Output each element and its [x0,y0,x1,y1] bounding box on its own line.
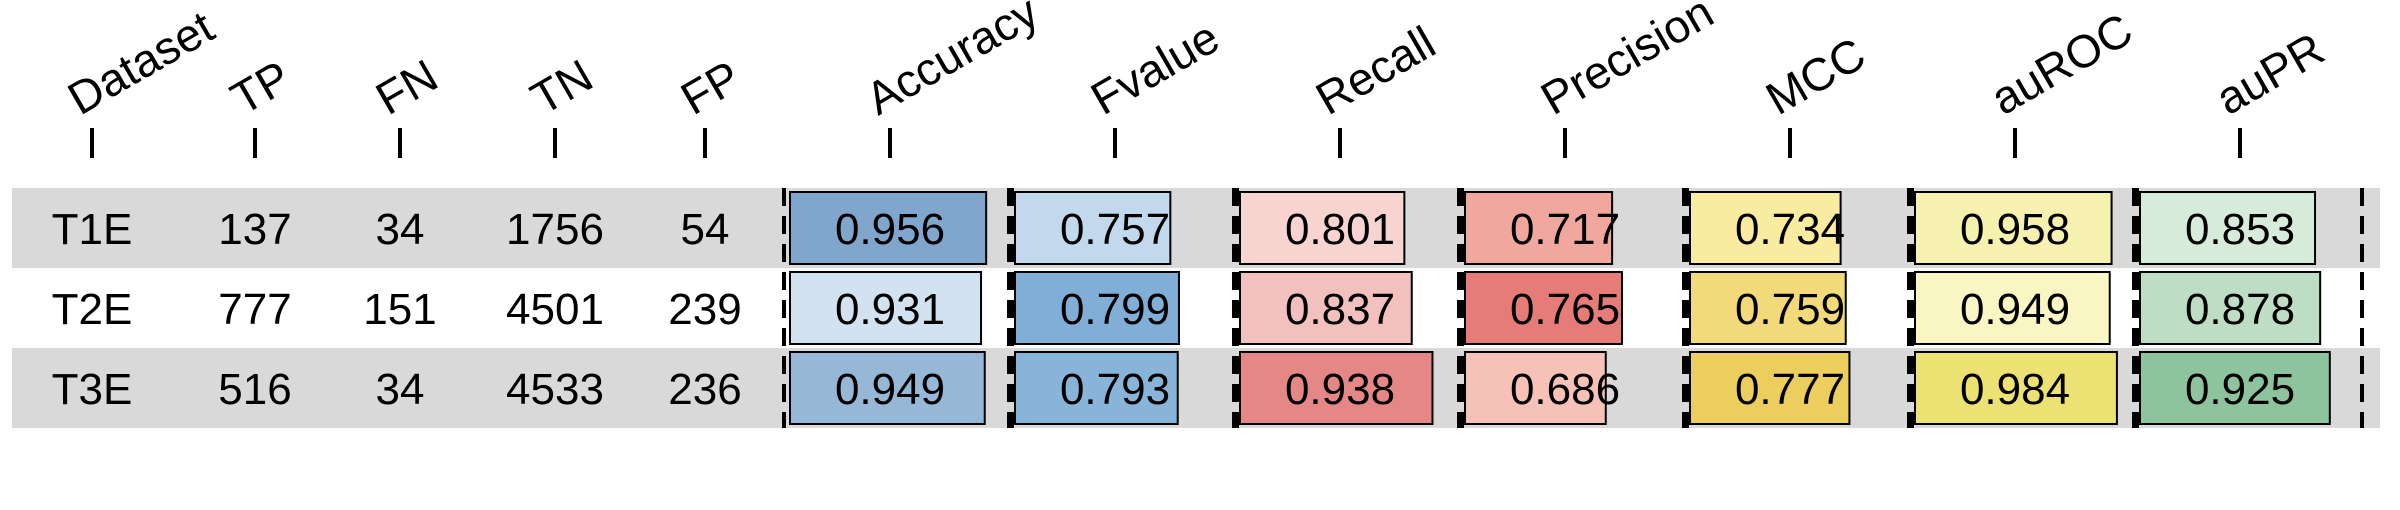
value-accuracy-row-2: 0.931 [835,285,945,334]
header-recall: Recall [1307,16,1444,125]
header-tp: TP [222,50,299,124]
value-aupr-row-2: 0.878 [2185,285,2295,334]
bar-recall-row-3 [1239,351,1434,425]
cell-fn-row-1: 34 [376,205,425,254]
bar-mcc-row-2 [1689,271,1847,345]
bar-auroc-row-1 [1914,191,2113,265]
cell-dataset-row-3: T3E [52,365,133,414]
bar-recall-row-1 [1239,191,1406,265]
cell-tp-row-3: 516 [218,365,291,414]
value-mcc-row-1: 0.734 [1735,205,1845,254]
header-fn: FN [367,49,446,125]
value-mcc-row-3: 0.777 [1735,365,1845,414]
header-mcc: MCC [1757,27,1874,124]
value-recall-row-1: 0.801 [1285,205,1395,254]
value-auroc-row-1: 0.958 [1960,205,2070,254]
bar-fvalue-row-3 [1014,351,1179,425]
bar-accuracy-row-3 [789,351,986,425]
bar-precision-row-3 [1464,351,1607,425]
value-accuracy-row-3: 0.949 [835,365,945,414]
cell-tn-row-2: 4501 [506,285,604,334]
bar-aupr-row-2 [2139,271,2322,345]
value-accuracy-row-1: 0.956 [835,205,945,254]
value-aupr-row-3: 0.925 [2185,365,2295,414]
cell-dataset-row-1: T1E [52,205,133,254]
header-fp: FP [672,50,749,124]
value-aupr-row-1: 0.853 [2185,205,2295,254]
cell-fn-row-2: 151 [363,285,436,334]
cell-tp-row-1: 137 [218,205,291,254]
bar-auroc-row-3 [1914,351,2118,425]
header-accuracy: Accuracy [857,0,1047,125]
value-recall-row-2: 0.837 [1285,285,1395,334]
bar-accuracy-row-1 [789,191,988,265]
cell-tp-row-2: 777 [218,285,291,334]
cell-fn-row-3: 34 [376,365,425,414]
cell-fp-row-2: 239 [668,285,741,334]
value-precision-row-2: 0.765 [1510,285,1620,334]
value-auroc-row-3: 0.984 [1960,365,2070,414]
cell-dataset-row-2: T2E [52,285,133,334]
header-dataset: Dataset [59,0,222,124]
bar-mcc-row-3 [1689,351,1851,425]
header-auroc: auROC [1982,3,2141,125]
header-tn: TN [522,49,601,125]
bar-recall-row-2 [1239,271,1413,345]
value-recall-row-3: 0.938 [1285,365,1395,414]
header-aupr: auPR [2207,22,2333,125]
value-fvalue-row-2: 0.799 [1060,285,1170,334]
value-fvalue-row-1: 0.757 [1060,205,1170,254]
header-fvalue: Fvalue [1082,11,1228,125]
cell-fp-row-3: 236 [668,365,741,414]
bar-auroc-row-2 [1914,271,2111,345]
bar-accuracy-row-2 [789,271,983,345]
value-precision-row-3: 0.686 [1510,365,1620,414]
bar-precision-row-2 [1464,271,1623,345]
column-headers: Dataset TP FN TN FP Accuracy Fvalue Recall Preci… [59,0,2333,158]
cell-fp-row-1: 54 [681,205,730,254]
bar-aupr-row-1 [2139,191,2317,265]
value-precision-row-1: 0.717 [1510,205,1620,254]
bar-fvalue-row-2 [1014,271,1180,345]
value-fvalue-row-3: 0.793 [1060,365,1170,414]
bar-precision-row-1 [1464,191,1614,265]
bar-mcc-row-1 [1689,191,1842,265]
value-mcc-row-2: 0.759 [1735,285,1845,334]
header-precision: Precision [1532,0,1722,125]
cell-tn-row-1: 1756 [506,205,604,254]
bar-aupr-row-3 [2139,351,2331,425]
bar-fvalue-row-1 [1014,191,1172,265]
value-auroc-row-2: 0.949 [1960,285,2070,334]
cell-tn-row-3: 4533 [506,365,604,414]
table-body: T1E 137 34 1756 54 0.956 0.757 0.801 0.717 0.734 0… [52,188,2364,428]
